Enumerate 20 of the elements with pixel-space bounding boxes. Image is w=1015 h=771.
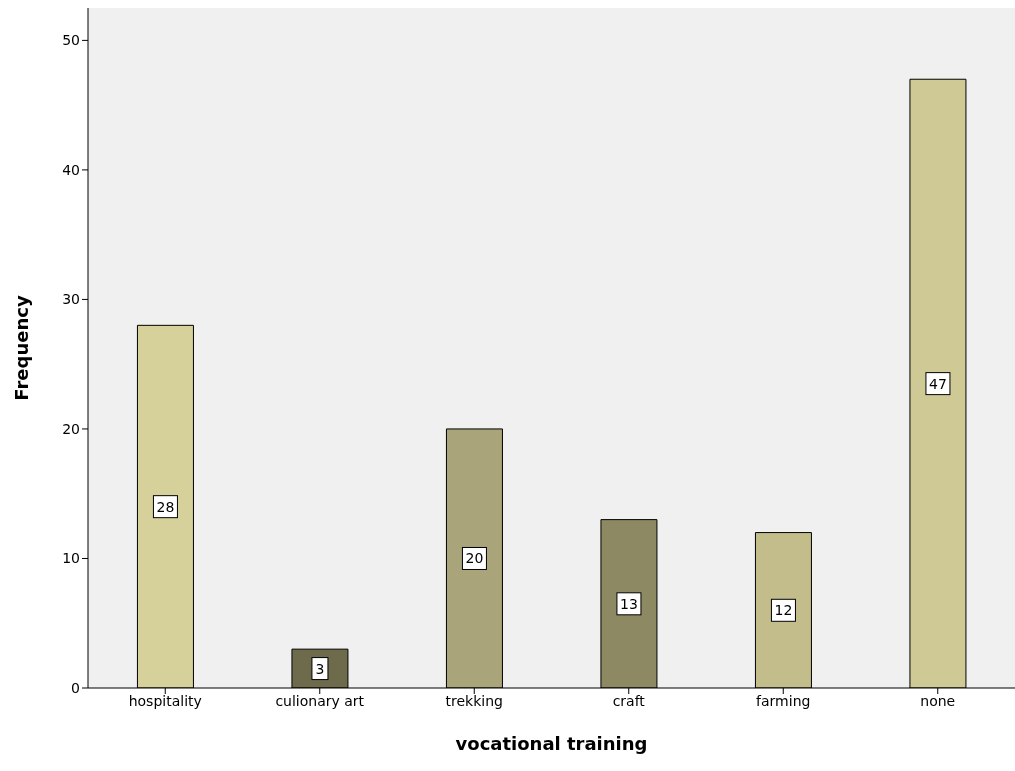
data-label: 3 bbox=[315, 660, 325, 677]
x-tick-label: farming bbox=[756, 692, 811, 709]
data-label: 20 bbox=[465, 550, 484, 567]
data-label: 12 bbox=[774, 602, 793, 619]
y-tick-label: 0 bbox=[71, 679, 80, 696]
y-tick-label: 40 bbox=[62, 161, 80, 178]
y-tick-label: 20 bbox=[62, 420, 80, 437]
data-label: 47 bbox=[929, 375, 947, 392]
x-tick-label: craft bbox=[612, 692, 646, 709]
x-axis-title: vocational training bbox=[455, 733, 648, 754]
x-tick-label: hospitality bbox=[128, 692, 202, 709]
x-tick-label: trekking bbox=[445, 692, 503, 709]
y-axis-title: Frequency bbox=[11, 295, 33, 401]
x-tick-label: none bbox=[920, 692, 956, 709]
x-tick-label: culionary art bbox=[275, 692, 365, 709]
y-tick-label: 50 bbox=[62, 32, 80, 49]
data-label: 28 bbox=[156, 498, 175, 515]
y-tick-label: 30 bbox=[62, 291, 80, 308]
y-tick-label: 10 bbox=[62, 550, 80, 567]
data-label: 13 bbox=[620, 595, 638, 612]
